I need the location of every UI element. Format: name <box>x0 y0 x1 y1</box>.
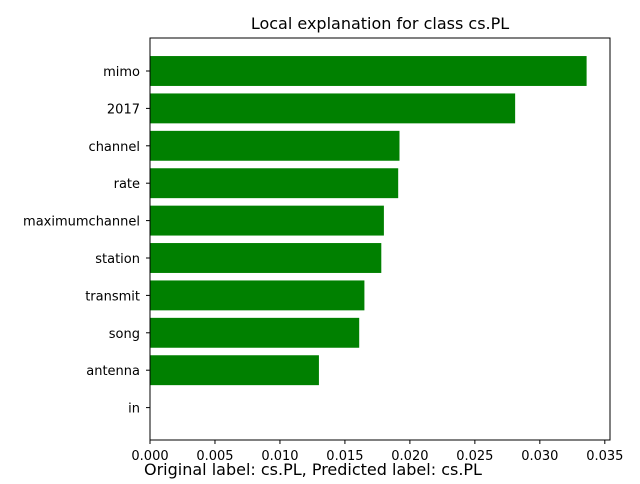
y-tick-label: maximumchannel <box>23 215 140 230</box>
bar <box>150 168 399 199</box>
x-tick-label: 0.000 <box>131 449 168 464</box>
bar <box>150 56 587 86</box>
chart-title: Local explanation for class cs.PL <box>251 14 509 33</box>
y-tick-label: channel <box>89 140 140 155</box>
x-tick-label: 0.005 <box>196 449 233 464</box>
bar <box>150 243 382 273</box>
y-tick-label: in <box>128 402 140 417</box>
x-tick-label: 0.030 <box>521 449 558 464</box>
y-tick-label: transmit <box>85 289 140 304</box>
bar <box>150 280 365 311</box>
x-axis-label: Original label: cs.PL, Predicted label: … <box>144 460 482 479</box>
bar <box>150 93 516 124</box>
bar <box>150 205 384 236</box>
x-tick-label: 0.035 <box>586 449 623 464</box>
x-tick-label: 0.025 <box>456 449 493 464</box>
axes-frame <box>149 37 611 441</box>
x-tick-label: 0.010 <box>261 449 298 464</box>
bar <box>150 317 360 348</box>
y-tick-label: rate <box>114 177 140 192</box>
bar <box>150 355 319 386</box>
y-tick-label: mimo <box>103 65 140 80</box>
y-tick-label: song <box>109 327 140 342</box>
y-tick-label: 2017 <box>107 102 140 117</box>
x-tick-label: 0.020 <box>391 449 428 464</box>
x-ticks: 0.000 0.005 0.010 0.015 0.020 0.025 0.030 0.035 <box>131 440 623 464</box>
bar <box>150 130 400 161</box>
x-tick-label: 0.015 <box>326 449 363 464</box>
y-tick-label: antenna <box>86 364 140 379</box>
y-ticks: mimo 2017 channel rate maximumchannel station… <box>23 65 150 417</box>
y-tick-label: station <box>95 252 140 267</box>
bars-layer <box>150 56 587 386</box>
